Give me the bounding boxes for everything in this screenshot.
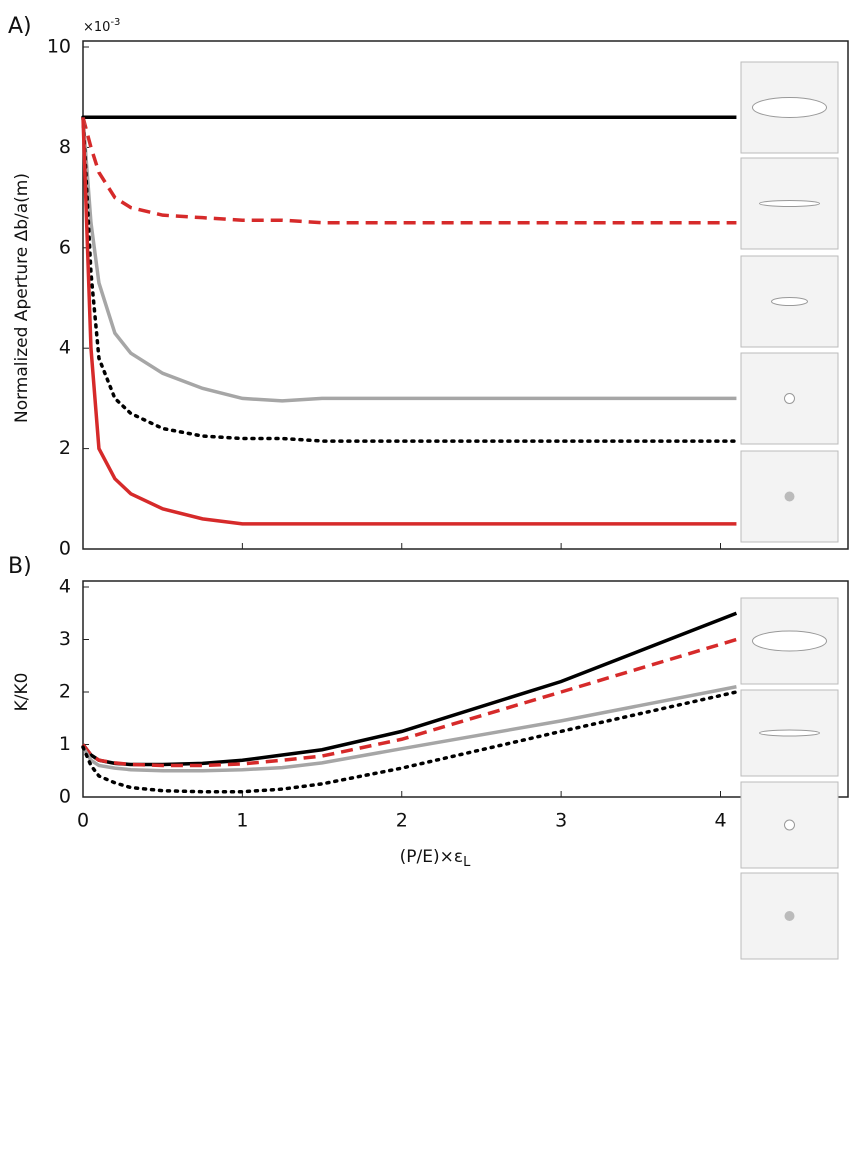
- y-tick-label: 2: [59, 681, 71, 703]
- x-tick-label: 0: [77, 810, 89, 832]
- multiplier-base: ×10: [83, 20, 110, 35]
- y-axis-label: Normalized Aperture Δb/a(m): [12, 173, 32, 423]
- x-tick-label: 1: [236, 810, 248, 832]
- inset-crack: [752, 97, 827, 118]
- y-multiplier: ×10-3: [83, 17, 120, 35]
- panel-label: B): [8, 554, 32, 579]
- inset-crack: [759, 200, 820, 207]
- plot-frame: [82, 40, 849, 550]
- x-tick-label: 4: [714, 810, 726, 832]
- inset-crack: [784, 911, 795, 921]
- inset-crack: [784, 819, 795, 831]
- inset-image: [740, 61, 839, 154]
- inset-image: [740, 157, 839, 250]
- y-tick-label: 0: [59, 538, 71, 560]
- inset-image: [740, 872, 839, 960]
- inset-image: [740, 597, 839, 685]
- y-tick-label: 6: [59, 236, 71, 258]
- y-tick-label: 2: [59, 437, 71, 459]
- y-tick-label: 3: [59, 628, 71, 650]
- y-tick-label: 4: [59, 337, 71, 359]
- inset-image: [740, 781, 839, 869]
- x-tick-label: 2: [396, 810, 408, 832]
- inset-image: [740, 255, 839, 348]
- x-tick-label: 3: [555, 810, 567, 832]
- x-axis-label: (P/E)×εL: [400, 847, 471, 870]
- inset-crack: [784, 393, 795, 404]
- series-line: [81, 117, 737, 403]
- inset-image: [740, 352, 839, 445]
- inset-crack: [784, 491, 795, 502]
- inset-crack: [759, 729, 820, 737]
- x-label-subscript: L: [463, 855, 471, 870]
- series-line: [81, 685, 737, 773]
- series-line: [81, 117, 737, 526]
- x-label-main: (P/E)×ε: [400, 847, 463, 867]
- series-line: [81, 115, 739, 443]
- y-tick-label: 8: [59, 136, 71, 158]
- y-tick-label: 0: [59, 786, 71, 808]
- inset-crack: [771, 297, 808, 306]
- inset-image: [740, 450, 839, 543]
- inset-crack: [752, 630, 827, 652]
- panel-label: A): [8, 14, 32, 39]
- multiplier-exponent: -3: [110, 17, 120, 28]
- series-line: [81, 116, 737, 225]
- y-axis-label: K/K0: [12, 673, 32, 712]
- y-tick-label: 10: [47, 36, 71, 58]
- y-tick-label: 4: [59, 576, 71, 598]
- y-tick-label: 1: [59, 733, 71, 755]
- plot-frame: [82, 580, 849, 798]
- inset-image: [740, 689, 839, 777]
- series-line: [81, 690, 739, 794]
- series-line: [81, 637, 737, 768]
- series-line: [81, 611, 738, 767]
